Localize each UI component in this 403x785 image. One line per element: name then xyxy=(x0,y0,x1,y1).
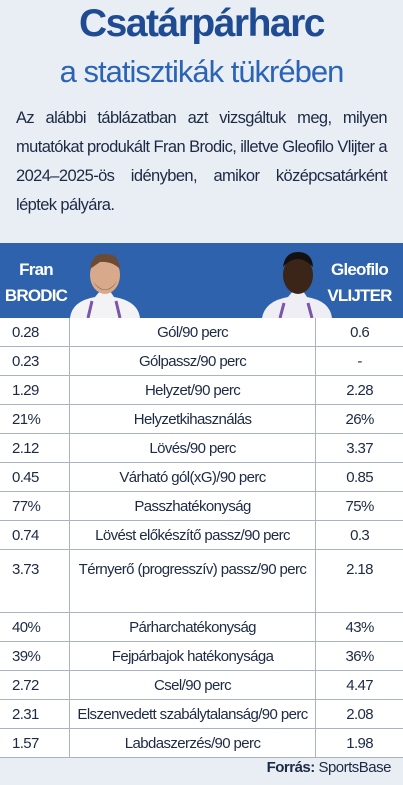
source-label: Forrás: xyxy=(266,759,316,776)
vlijter-value: 75% xyxy=(345,497,375,515)
stats-table: 0.28 Gól/90 perc 0.6 0.23 Gólpassz/90 perc - 1… xyxy=(0,318,403,758)
brodic-value: 2.31 xyxy=(0,700,70,728)
table-row: 3.73 Térnyerő (progresszív) passz/90 perc… xyxy=(0,550,403,613)
stat-name: Gól/90 perc xyxy=(70,318,317,346)
table-row: 1.29 Helyzet/90 perc 2.28 xyxy=(0,376,403,405)
stat-name: Térnyerő (progresszív) passz/90 perc xyxy=(70,550,316,612)
stat-name: Helyzet/90 perc xyxy=(70,376,317,404)
brodic-value: 1.29 xyxy=(0,376,70,404)
vlijter-value: 0.3 xyxy=(350,526,370,544)
stat-name: Helyzetkihasználás xyxy=(70,405,317,433)
vlijter-value: 4.47 xyxy=(346,676,374,694)
brodic-value: 0.74 xyxy=(0,521,70,549)
brodic-value: 39% xyxy=(0,642,70,670)
vlijter-value: - xyxy=(357,352,362,370)
source-name: SportsBase xyxy=(318,759,391,776)
stat-name: Csel/90 perc xyxy=(70,671,317,699)
brodic-value: 2.12 xyxy=(0,434,70,462)
photo-vlijter xyxy=(262,252,332,318)
vlijter-value: 3.37 xyxy=(346,439,374,457)
table-row: 2.12 Lövés/90 perc 3.37 xyxy=(0,434,403,463)
table-row: 39% Fejpárbajok hatékonysága 36% xyxy=(0,642,403,671)
vlijter-value: 2.28 xyxy=(346,381,374,399)
table-row: 0.74 Lövést előkészítő passz/90 perc 0.3 xyxy=(0,521,403,550)
brodic-value: 2.72 xyxy=(0,671,70,699)
stat-name: Gólpassz/90 perc xyxy=(70,347,317,375)
stat-name: Lövést előkészítő passz/90 perc xyxy=(70,521,317,549)
stat-name: Passzhatékonyság xyxy=(70,492,317,520)
vlijter-value: 36% xyxy=(345,647,375,665)
last-name: BRODIC xyxy=(4,286,68,305)
intro: Az alábbi táblázatban azt vizsgáltuk meg… xyxy=(16,109,388,214)
table-row: 0.28 Gól/90 perc 0.6 xyxy=(0,318,403,347)
brodic-value: 0.45 xyxy=(0,463,70,491)
table-row: 77% Passzhatékonyság 75% xyxy=(0,492,403,521)
table-row: 21% Helyzetkihasználás 26% xyxy=(0,405,403,434)
first-name: Fran xyxy=(19,260,53,279)
player-name: Fran BRODIC xyxy=(0,257,72,309)
table-row: 40% Párharchatékonyság 43% xyxy=(0,613,403,642)
last-name: VLIJTER xyxy=(327,286,392,305)
stat-name: Elszenvedett szabálytalanság/90 perc xyxy=(70,700,317,728)
player-name: Gleofilo VLIJTER xyxy=(316,257,403,309)
first-name: Gleofilo xyxy=(331,260,389,279)
brodic-value: 40% xyxy=(0,613,70,641)
stat-name: Fejpárbajok hatékonysága xyxy=(70,642,317,670)
table-row: 0.23 Gólpassz/90 perc - xyxy=(0,347,403,376)
vlijter-value: 26% xyxy=(345,410,375,428)
brodic-value: 3.73 xyxy=(0,550,70,612)
subtitle: a statisztikák tükrében xyxy=(59,54,345,89)
table-row: 2.31 Elszenvedett szabálytalanság/90 perc… xyxy=(0,700,403,729)
table-header: Fran BRODIC Gleofilo VLIJTER xyxy=(0,243,403,318)
brodic-value: 0.28 xyxy=(0,318,70,346)
stat-name: Labdaszerzés/90 perc xyxy=(70,729,317,757)
table-row: 2.72 Csel/90 perc 4.47 xyxy=(0,671,403,700)
vlijter-value: 1.98 xyxy=(346,734,374,752)
stat-name: Párharchatékonyság xyxy=(70,613,317,641)
vlijter-value: 2.08 xyxy=(346,705,374,723)
brodic-value: 1.57 xyxy=(0,729,70,757)
stat-name: Lövés/90 perc xyxy=(70,434,317,462)
vlijter-value: 0.85 xyxy=(346,468,374,486)
table-row: 1.57 Labdaszerzés/90 perc 1.98 xyxy=(0,729,403,758)
table-row: 0.45 Várható gól(xG)/90 perc 0.85 xyxy=(0,463,403,492)
brodic-value: 21% xyxy=(0,405,70,433)
brodic-value: 0.23 xyxy=(0,347,70,375)
vlijter-value: 2.18 xyxy=(346,561,373,578)
brodic-value: 77% xyxy=(0,492,70,520)
stat-name: Várható gól(xG)/90 perc xyxy=(70,463,317,491)
vlijter-value: 0.6 xyxy=(350,323,370,341)
vlijter-value: 43% xyxy=(345,618,375,636)
title: Csatárpárharc xyxy=(79,2,325,45)
source: Forrás: SportsBase xyxy=(266,759,392,776)
player-photos xyxy=(70,252,332,318)
photo-brodic xyxy=(70,253,140,318)
